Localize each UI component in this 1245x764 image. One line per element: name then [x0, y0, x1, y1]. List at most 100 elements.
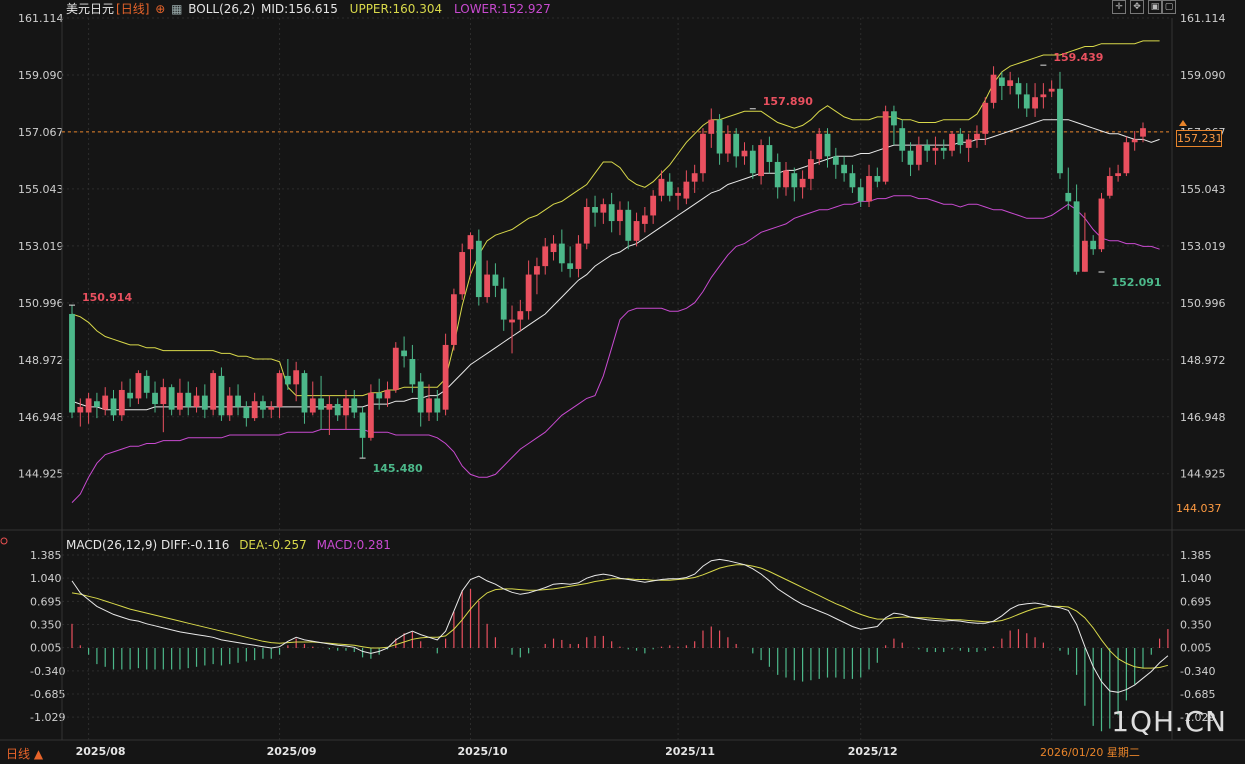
crosshair-icon[interactable]: ✛ — [1112, 0, 1126, 14]
candle-body — [716, 119, 723, 154]
candle-body — [226, 395, 233, 416]
candle-body — [475, 240, 482, 298]
candle-body — [1065, 192, 1072, 202]
candle-body — [882, 111, 889, 182]
candle-body — [110, 398, 117, 416]
candle-body — [152, 392, 158, 405]
candle-body — [625, 209, 632, 241]
candle-body — [583, 207, 590, 244]
candle-body — [210, 373, 217, 410]
candle-body — [733, 133, 740, 157]
panel-marker-icon — [0, 537, 8, 545]
macd-y-tick-left: 0.350 — [30, 618, 62, 631]
candle-body — [857, 187, 864, 202]
candle-body — [334, 404, 341, 416]
candle-body — [359, 412, 366, 438]
candle-body — [459, 252, 466, 295]
candle-body — [915, 145, 922, 165]
macd-dea-value: DEA:-0.257 — [239, 538, 307, 552]
candle-body — [102, 395, 109, 410]
candle-body — [492, 274, 499, 286]
candle-body — [417, 381, 424, 413]
candle-body — [965, 139, 972, 148]
macd-y-tick-left: 1.385 — [30, 549, 62, 562]
maximize-icon[interactable]: ▣ — [1148, 0, 1162, 14]
y-tick-right: 155.043 — [1180, 183, 1226, 196]
period-tag[interactable]: [日线] — [116, 2, 150, 16]
candle-body — [749, 150, 756, 174]
candle-body — [575, 243, 582, 269]
candle-body — [741, 150, 748, 157]
settings-icon[interactable]: ⊕ — [155, 2, 166, 16]
y-tick-right: 144.925 — [1180, 468, 1226, 481]
candle-body — [309, 398, 316, 413]
macd-dea-line — [71, 564, 1169, 669]
candle-body — [118, 389, 125, 416]
candle-body — [1048, 88, 1055, 92]
candle-body — [691, 173, 698, 182]
candle-body — [633, 221, 640, 241]
macd-y-tick-left: 0.005 — [30, 642, 62, 655]
candle-body — [708, 119, 715, 134]
x-tick-label: 2025/10 — [458, 745, 508, 758]
candle-body — [974, 133, 980, 140]
candle-body — [758, 145, 764, 177]
y-tick-right: 146.948 — [1180, 411, 1226, 424]
candle-body — [724, 133, 731, 154]
restore-icon[interactable]: ▢ — [1162, 0, 1176, 14]
current-price-label: 157.231 — [1176, 130, 1223, 147]
boll-lower-value: LOWER:152.927 — [453, 2, 551, 16]
main-header: 美元日元 [日线] ⊕ ▦ BOLL(26,2) MID:156.615 UPPE… — [66, 1, 553, 17]
candle-body — [567, 263, 574, 269]
y-tick-left: 159.090 — [18, 69, 64, 82]
candle-body — [1115, 173, 1121, 177]
macd-y-tick-left: -0.340 — [30, 665, 65, 678]
resize-icon[interactable]: ✥ — [1130, 0, 1144, 14]
boll-lower-line — [71, 195, 1160, 503]
cursor-date-label: 2026/01/20 星期二 — [1038, 744, 1142, 760]
candle-body — [891, 111, 897, 126]
macd-y-tick-left: -1.029 — [30, 711, 65, 724]
indicator-icon[interactable]: ▦ — [171, 2, 183, 16]
candle-body — [434, 398, 441, 413]
candle-body — [127, 392, 134, 399]
macd-y-tick-right: 1.385 — [1180, 549, 1212, 562]
candle-body — [990, 74, 997, 103]
y-tick-left: 155.043 — [18, 183, 64, 196]
candle-body — [392, 347, 399, 390]
candle-body — [193, 395, 200, 407]
candle-body — [824, 133, 831, 157]
candle-body — [1057, 88, 1063, 174]
candle-body — [957, 133, 964, 146]
candle-body — [791, 173, 798, 188]
candle-body — [808, 159, 814, 179]
candle-body — [1015, 83, 1022, 95]
period-button[interactable]: 日线 ▲ — [6, 747, 44, 761]
boll-mid-line — [71, 119, 1160, 411]
candle-body — [550, 243, 557, 253]
y-tick-right: 153.019 — [1180, 240, 1226, 253]
candle-body — [426, 398, 432, 413]
candle-body — [351, 398, 358, 413]
candle-body — [284, 375, 291, 385]
candle-body — [841, 164, 848, 174]
candle-body — [592, 207, 598, 213]
candle-body — [235, 395, 241, 407]
candle-body — [1090, 240, 1097, 250]
candle-body — [517, 311, 524, 320]
y-tick-right: 148.972 — [1180, 354, 1226, 367]
boll-mid-value: MID:156.615 — [261, 2, 338, 16]
candle-body — [326, 404, 333, 410]
candle-body — [201, 395, 208, 410]
candle-body — [874, 176, 881, 182]
candle-body — [558, 243, 565, 264]
candle-body — [1040, 94, 1047, 98]
candle-body — [318, 398, 324, 410]
candle-body — [376, 392, 383, 399]
annotation-label: 145.480 — [373, 462, 423, 475]
candle-body — [617, 209, 623, 222]
candle-body — [401, 350, 407, 357]
candle-body — [600, 204, 607, 213]
candle-body — [500, 288, 507, 320]
